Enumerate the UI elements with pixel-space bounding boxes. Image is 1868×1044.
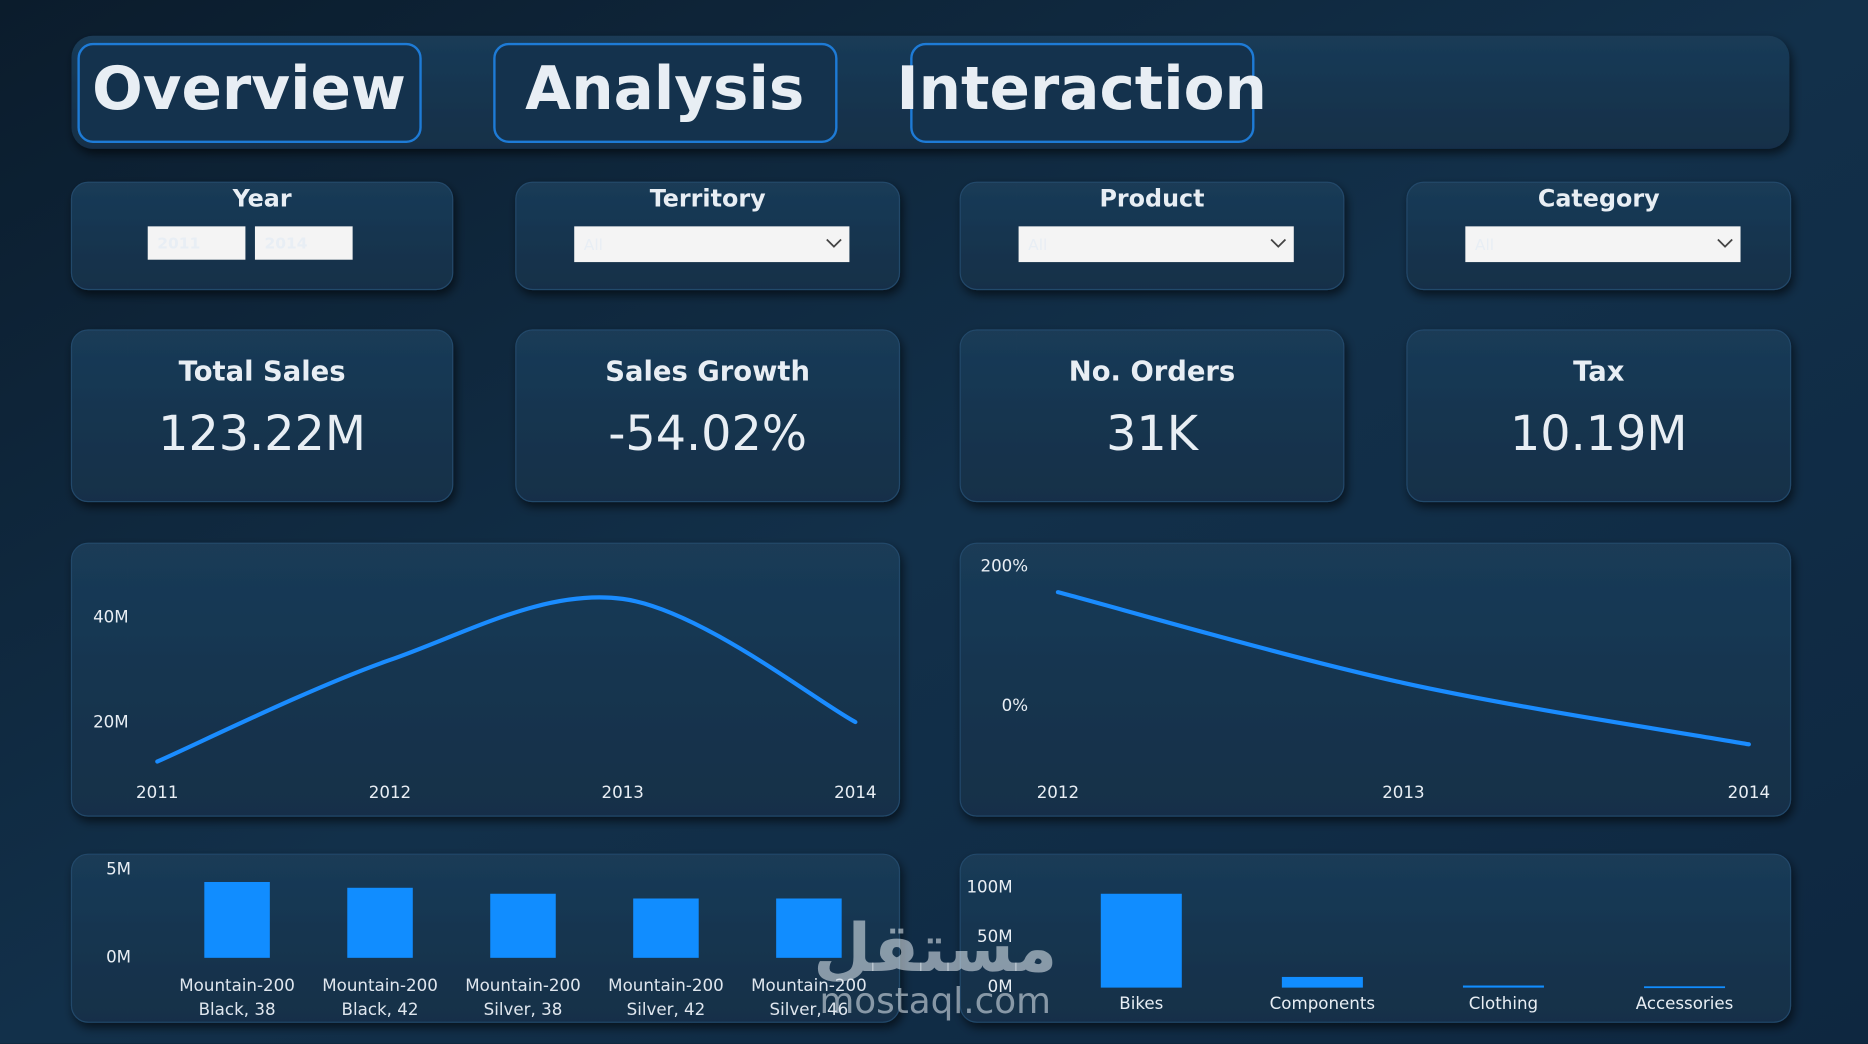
tab[interactable] [77,42,422,143]
bar [1644,986,1726,989]
kpi-label: Tax [1573,356,1625,387]
dropdown-value[interactable]: All [1028,236,1047,254]
x-tick-label: Mountain-200 Silver, 46 [751,976,867,1020]
kpi-label: No. Orders [1069,356,1235,387]
dropdown[interactable] [1465,226,1741,263]
bar [204,881,270,958]
dropdown-chevron [1270,238,1287,248]
x-tick-label: 2013 [601,783,643,802]
x-tick-label: Clothing [1469,994,1538,1013]
watermark: mostaql.com [819,981,1050,1022]
bar [633,898,699,958]
chart-card [959,542,1792,817]
line-series [155,595,858,764]
year-value[interactable]: 2011 [157,235,200,253]
year-input[interactable] [147,226,246,260]
dropdown[interactable] [1018,226,1294,263]
kpi-card [959,329,1345,503]
y-tick-label: 5M [106,860,131,879]
x-tick-label: Accessories [1636,994,1734,1013]
filter-label: Product [1099,185,1204,213]
bar [1281,976,1363,988]
filter-label: Category [1538,185,1660,213]
chart-card [70,542,901,817]
x-tick-label: 2014 [834,783,876,802]
x-tick-label: Mountain-200 Silver, 42 [608,976,724,1020]
y-tick-label: 0M [106,947,131,966]
y-tick-label: 40M [93,607,129,626]
x-tick-label: Mountain-200 Silver, 38 [465,976,581,1020]
watermark: مستقل [813,909,1057,987]
tab-label[interactable]: Analysis [525,55,804,124]
kpi-value: -54.02% [608,407,807,462]
tab-label[interactable]: Interaction [897,55,1267,124]
dropdown-chevron [1717,238,1733,248]
x-tick-label: 2012 [1037,783,1079,802]
tab[interactable] [910,42,1255,143]
x-tick-label: Components [1270,994,1375,1013]
x-tick-label: 2013 [1382,783,1424,802]
y-tick-label: 100M [966,877,1012,896]
kpi-card [515,329,901,503]
dropdown-value[interactable]: All [1475,236,1494,254]
x-tick-label: 2014 [1728,783,1770,802]
y-tick-label: 200% [980,557,1028,576]
dropdown[interactable] [574,226,850,263]
tab[interactable] [493,42,838,143]
tab-label[interactable]: Overview [92,55,406,124]
kpi-value: 10.19M [1510,407,1688,462]
y-tick-label: 0% [1002,696,1028,715]
kpi-card [1406,329,1792,503]
line-series [1055,590,1751,747]
kpi-label: Sales Growth [605,356,810,387]
bar [776,898,842,958]
y-tick-label: 50M [977,927,1013,946]
x-tick-label: Mountain-200 Black, 38 [179,976,295,1020]
bar [347,887,413,958]
bar [490,893,556,958]
year-value[interactable]: 2014 [264,235,307,253]
y-tick-label: 0M [988,977,1013,996]
x-tick-label: Bikes [1119,994,1163,1013]
kpi-value: 123.22M [158,407,366,462]
bar [1100,893,1182,988]
kpi-card [70,329,454,503]
y-tick-label: 20M [93,713,129,732]
dropdown-chevron [826,238,842,248]
kpi-value: 31K [1106,407,1200,462]
bar [1462,985,1544,988]
year-input[interactable] [254,226,353,260]
x-tick-label: 2011 [136,783,178,802]
kpi-label: Total Sales [179,356,346,387]
x-tick-label: Mountain-200 Black, 42 [322,976,438,1020]
chart-card [70,853,901,1023]
filter-label: Territory [650,185,766,213]
dropdown-value[interactable]: All [584,236,603,254]
filter-label: Year [232,185,292,213]
x-tick-label: 2012 [369,783,411,802]
